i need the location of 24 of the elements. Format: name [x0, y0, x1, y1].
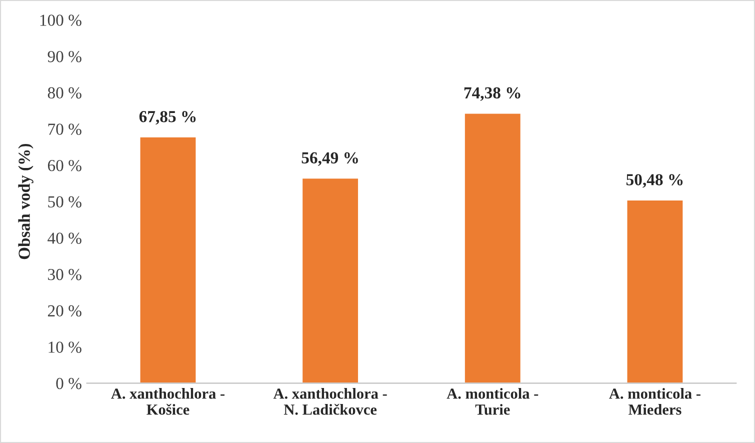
y-tick-label: 100 % — [40, 14, 82, 26]
data-label: 67,85 % — [139, 110, 196, 125]
y-tick-label: 40 % — [48, 232, 82, 244]
y-tick-label: 60 % — [48, 160, 82, 172]
y-tick-label: 80 % — [48, 87, 82, 99]
y-tick-label: 20 % — [48, 305, 82, 317]
bar — [626, 199, 684, 384]
y-tick-label: 70 % — [48, 124, 82, 135]
y-tick-label: 0 % — [56, 378, 82, 390]
bar — [301, 177, 360, 384]
y-tick-label: 90 % — [48, 50, 82, 62]
data-label: 56,49 % — [302, 152, 358, 166]
x-tick-label: A. xanthochlora - N. Ladičkovce — [273, 388, 387, 415]
y-tick-label: 50 % — [48, 196, 82, 208]
x-tick-label: A. monticola - Turie — [446, 388, 538, 415]
x-tick-label: A. monticola - Mieders — [609, 388, 700, 415]
y-tick-label: 10 % — [48, 342, 82, 353]
data-label: 50,48 % — [626, 174, 683, 188]
bar — [464, 112, 522, 384]
x-tick-label: A. xanthochlora - Košice — [111, 388, 225, 415]
y-axis-title: Obsah vody (%) — [18, 144, 34, 260]
bar — [138, 136, 198, 384]
y-tick-label: 30 % — [48, 268, 82, 280]
data-label: 74,38 % — [464, 87, 520, 101]
